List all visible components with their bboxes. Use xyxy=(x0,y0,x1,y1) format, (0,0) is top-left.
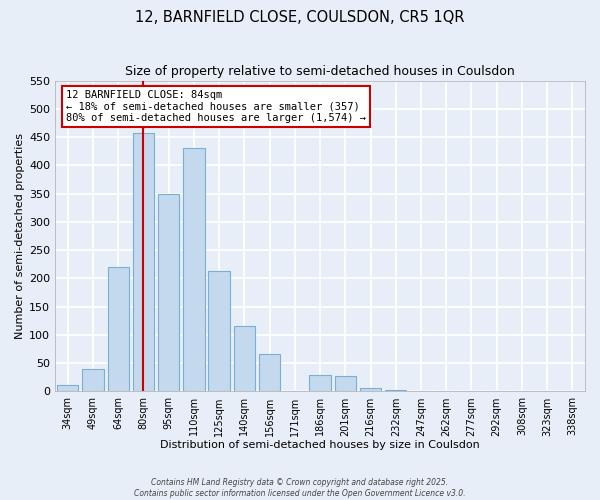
Title: Size of property relative to semi-detached houses in Coulsdon: Size of property relative to semi-detach… xyxy=(125,65,515,78)
Bar xyxy=(82,369,104,392)
Bar xyxy=(385,390,406,392)
Bar xyxy=(107,267,129,392)
Y-axis label: Number of semi-detached properties: Number of semi-detached properties xyxy=(15,133,25,339)
Bar xyxy=(335,376,356,392)
Text: 12, BARNFIELD CLOSE, COULSDON, CR5 1QR: 12, BARNFIELD CLOSE, COULSDON, CR5 1QR xyxy=(135,10,465,25)
Text: 12 BARNFIELD CLOSE: 84sqm
← 18% of semi-detached houses are smaller (357)
80% of: 12 BARNFIELD CLOSE: 84sqm ← 18% of semi-… xyxy=(66,90,366,123)
Bar xyxy=(360,388,381,392)
Bar xyxy=(133,133,154,392)
X-axis label: Distribution of semi-detached houses by size in Coulsdon: Distribution of semi-detached houses by … xyxy=(160,440,480,450)
Text: Contains HM Land Registry data © Crown copyright and database right 2025.
Contai: Contains HM Land Registry data © Crown c… xyxy=(134,478,466,498)
Bar xyxy=(310,374,331,392)
Bar xyxy=(57,384,79,392)
Bar xyxy=(233,326,255,392)
Bar xyxy=(158,194,179,392)
Bar xyxy=(208,271,230,392)
Bar xyxy=(259,354,280,392)
Bar xyxy=(183,148,205,392)
